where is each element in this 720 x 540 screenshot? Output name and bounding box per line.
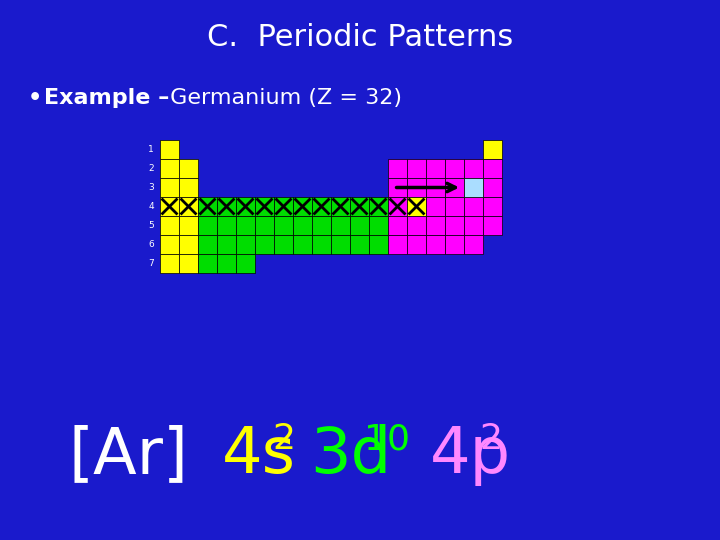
Bar bbox=[217, 235, 236, 254]
Text: 3d: 3d bbox=[310, 424, 391, 486]
Bar bbox=[388, 178, 407, 197]
Bar bbox=[483, 159, 502, 178]
Text: 4s: 4s bbox=[222, 424, 296, 486]
Bar bbox=[236, 235, 255, 254]
Bar bbox=[464, 178, 483, 197]
Bar bbox=[236, 216, 255, 235]
Bar bbox=[236, 197, 255, 216]
Bar bbox=[483, 216, 502, 235]
Text: 7: 7 bbox=[148, 259, 154, 268]
Bar bbox=[198, 197, 217, 216]
Bar bbox=[198, 216, 217, 235]
Bar bbox=[350, 197, 369, 216]
Bar bbox=[407, 197, 426, 216]
Bar bbox=[274, 197, 293, 216]
Text: 3: 3 bbox=[148, 183, 154, 192]
Bar bbox=[331, 235, 350, 254]
Bar bbox=[160, 140, 179, 159]
Text: C.  Periodic Patterns: C. Periodic Patterns bbox=[207, 24, 513, 52]
Text: 5: 5 bbox=[148, 221, 154, 230]
Bar bbox=[217, 254, 236, 273]
Bar bbox=[426, 235, 445, 254]
Bar bbox=[179, 216, 198, 235]
Bar bbox=[464, 159, 483, 178]
Bar bbox=[407, 178, 426, 197]
Bar bbox=[483, 140, 502, 159]
Bar bbox=[217, 197, 236, 216]
Bar bbox=[388, 159, 407, 178]
Bar bbox=[426, 159, 445, 178]
Bar bbox=[407, 216, 426, 235]
Bar bbox=[198, 235, 217, 254]
Bar bbox=[255, 216, 274, 235]
Bar bbox=[445, 197, 464, 216]
Bar bbox=[464, 216, 483, 235]
Bar bbox=[179, 254, 198, 273]
Bar bbox=[160, 178, 179, 197]
Text: 10: 10 bbox=[364, 422, 410, 456]
Text: 2: 2 bbox=[148, 164, 154, 173]
Bar bbox=[160, 235, 179, 254]
Bar bbox=[255, 197, 274, 216]
Text: 6: 6 bbox=[148, 240, 154, 249]
Bar bbox=[293, 197, 312, 216]
Bar bbox=[160, 216, 179, 235]
Bar bbox=[331, 216, 350, 235]
Text: Germanium (Z = 32): Germanium (Z = 32) bbox=[163, 88, 402, 108]
Text: [Ar]: [Ar] bbox=[68, 424, 188, 486]
Text: Example –: Example – bbox=[44, 88, 169, 108]
Bar bbox=[293, 216, 312, 235]
Bar bbox=[388, 235, 407, 254]
Bar bbox=[388, 197, 407, 216]
Bar bbox=[445, 235, 464, 254]
Bar bbox=[293, 235, 312, 254]
Bar bbox=[160, 254, 179, 273]
Text: 4p: 4p bbox=[430, 424, 511, 486]
Bar bbox=[369, 197, 388, 216]
Text: 1: 1 bbox=[148, 145, 154, 154]
Text: 2: 2 bbox=[479, 422, 502, 456]
Bar bbox=[445, 159, 464, 178]
Bar bbox=[350, 216, 369, 235]
Bar bbox=[483, 197, 502, 216]
Bar bbox=[445, 178, 464, 197]
Bar bbox=[312, 216, 331, 235]
Bar bbox=[369, 235, 388, 254]
Text: 4: 4 bbox=[148, 202, 154, 211]
Bar bbox=[445, 216, 464, 235]
Bar bbox=[160, 159, 179, 178]
Bar bbox=[274, 235, 293, 254]
Bar bbox=[312, 235, 331, 254]
Bar bbox=[198, 254, 217, 273]
Bar bbox=[407, 159, 426, 178]
Bar bbox=[464, 178, 483, 197]
Bar bbox=[350, 235, 369, 254]
Bar bbox=[255, 235, 274, 254]
Bar bbox=[464, 197, 483, 216]
Bar bbox=[179, 178, 198, 197]
Bar bbox=[179, 197, 198, 216]
Bar bbox=[274, 216, 293, 235]
Bar bbox=[369, 216, 388, 235]
Bar bbox=[483, 178, 502, 197]
Bar bbox=[426, 216, 445, 235]
Bar bbox=[426, 178, 445, 197]
Bar bbox=[464, 235, 483, 254]
Bar bbox=[179, 159, 198, 178]
Bar bbox=[312, 197, 331, 216]
Bar bbox=[388, 216, 407, 235]
Text: 2: 2 bbox=[272, 422, 295, 456]
Bar bbox=[179, 235, 198, 254]
Text: •: • bbox=[28, 88, 42, 108]
Bar bbox=[426, 197, 445, 216]
Bar bbox=[331, 197, 350, 216]
Bar bbox=[160, 197, 179, 216]
Bar bbox=[217, 216, 236, 235]
Bar bbox=[236, 254, 255, 273]
Bar bbox=[407, 235, 426, 254]
